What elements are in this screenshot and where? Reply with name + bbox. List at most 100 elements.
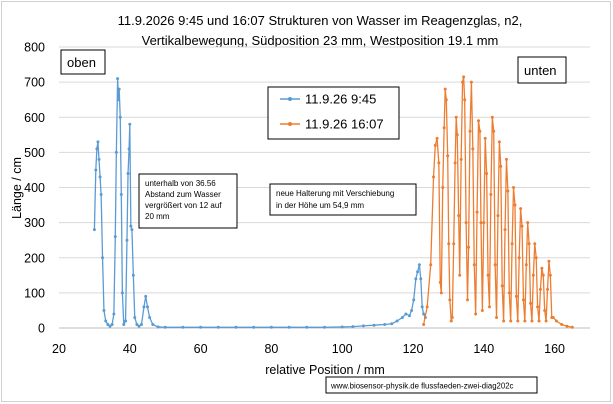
data-point bbox=[467, 245, 471, 249]
data-point bbox=[524, 263, 528, 267]
data-point bbox=[452, 242, 456, 246]
data-point bbox=[457, 214, 461, 218]
data-point bbox=[503, 228, 507, 232]
y-tick-label: 300 bbox=[24, 216, 45, 230]
x-tick-label: 60 bbox=[194, 342, 208, 356]
data-point bbox=[516, 319, 520, 323]
data-point bbox=[144, 294, 148, 298]
data-point bbox=[139, 322, 143, 326]
footer-source-text: www.biosensor-physik.de flussfaeden-zwei… bbox=[330, 382, 514, 391]
data-point bbox=[541, 273, 545, 277]
y-tick-label: 100 bbox=[24, 286, 45, 300]
data-point bbox=[156, 325, 160, 329]
label-oben-box: oben bbox=[60, 49, 106, 75]
data-point bbox=[390, 322, 394, 326]
data-point bbox=[443, 87, 447, 91]
data-point bbox=[416, 270, 420, 274]
label-oben: oben bbox=[67, 55, 96, 70]
data-point bbox=[487, 305, 491, 309]
data-point bbox=[137, 324, 141, 328]
x-tick-labels: 20 40 60 80 100 120 140 160 bbox=[52, 342, 565, 356]
data-point bbox=[530, 319, 534, 323]
note-left-line-4: 20 mm bbox=[145, 212, 170, 221]
data-point bbox=[497, 140, 501, 144]
data-point bbox=[502, 319, 506, 323]
data-point bbox=[483, 136, 487, 140]
data-point bbox=[106, 322, 110, 326]
data-point bbox=[142, 305, 146, 309]
data-point bbox=[151, 322, 155, 326]
legend-label-series-1: 11.9.26 9:45 bbox=[305, 92, 376, 107]
data-point bbox=[429, 263, 433, 267]
data-point bbox=[533, 242, 537, 246]
y-tick-label: 600 bbox=[24, 111, 45, 125]
data-point bbox=[252, 325, 256, 329]
series-layer bbox=[92, 75, 574, 329]
data-point bbox=[383, 322, 387, 326]
y-tick-labels: 0 100 200 300 400 500 600 700 800 bbox=[24, 41, 45, 336]
data-point bbox=[340, 325, 344, 329]
data-point bbox=[554, 319, 558, 323]
data-point bbox=[435, 136, 439, 140]
x-tick-label: 40 bbox=[123, 342, 137, 356]
data-point bbox=[131, 273, 135, 277]
data-point bbox=[125, 238, 129, 242]
data-point bbox=[527, 242, 531, 246]
data-point bbox=[102, 308, 106, 312]
data-point bbox=[444, 98, 448, 102]
data-point bbox=[466, 298, 470, 302]
data-point bbox=[512, 186, 516, 189]
data-point bbox=[474, 312, 478, 316]
data-point bbox=[97, 157, 101, 161]
label-unten-box: unten bbox=[517, 56, 567, 84]
footer-source-box: www.biosensor-physik.de flussfaeden-zwei… bbox=[325, 376, 538, 394]
data-point bbox=[127, 147, 131, 151]
data-point bbox=[351, 325, 355, 329]
data-point bbox=[570, 325, 574, 329]
data-point bbox=[98, 175, 102, 179]
data-point bbox=[482, 221, 486, 225]
data-point bbox=[432, 175, 436, 179]
data-point bbox=[537, 319, 541, 323]
data-point bbox=[455, 133, 459, 137]
data-point bbox=[119, 193, 123, 197]
data-point bbox=[469, 80, 473, 84]
x-axis-label: relative Position / mm bbox=[265, 363, 384, 377]
data-point bbox=[454, 115, 458, 119]
note-left-box: unterhalb von 36.56 Abstand zum Wasser v… bbox=[138, 173, 238, 229]
legend: 11.9.26 9:45 11.9.26 16:07 bbox=[267, 86, 400, 140]
note-mid-box: neue Halterung mit Verschiebung in der H… bbox=[269, 183, 417, 216]
data-point bbox=[439, 291, 443, 295]
note-left-line-2: Abstand zum Wasser bbox=[145, 190, 221, 199]
data-point bbox=[410, 308, 414, 312]
data-point bbox=[514, 294, 518, 298]
data-point bbox=[122, 322, 126, 326]
data-point bbox=[506, 189, 510, 193]
data-point bbox=[130, 228, 134, 232]
data-point bbox=[449, 319, 453, 323]
data-point bbox=[560, 322, 564, 326]
note-mid-line-1: neue Halterung mit Verschiebung bbox=[276, 189, 394, 198]
data-point bbox=[118, 115, 122, 119]
data-point bbox=[495, 315, 499, 319]
data-point bbox=[441, 186, 445, 189]
y-axis-label: Länge / cm bbox=[10, 157, 24, 219]
series-line bbox=[422, 76, 573, 328]
data-point bbox=[438, 280, 442, 284]
data-point bbox=[96, 140, 100, 144]
data-point bbox=[534, 256, 538, 260]
data-point bbox=[234, 325, 238, 329]
data-point bbox=[544, 319, 548, 323]
chart-title-line-2: Vertikalbewegung, Südposition 23 mm, Wes… bbox=[142, 33, 499, 48]
data-point bbox=[108, 324, 112, 328]
data-point bbox=[116, 77, 120, 81]
y-tick-label: 500 bbox=[24, 146, 45, 160]
data-point bbox=[447, 242, 451, 246]
data-point bbox=[372, 323, 376, 327]
x-tick-label: 100 bbox=[332, 342, 353, 356]
data-point bbox=[420, 305, 424, 309]
data-point bbox=[395, 319, 399, 323]
data-point bbox=[425, 305, 429, 309]
data-point bbox=[422, 312, 426, 316]
